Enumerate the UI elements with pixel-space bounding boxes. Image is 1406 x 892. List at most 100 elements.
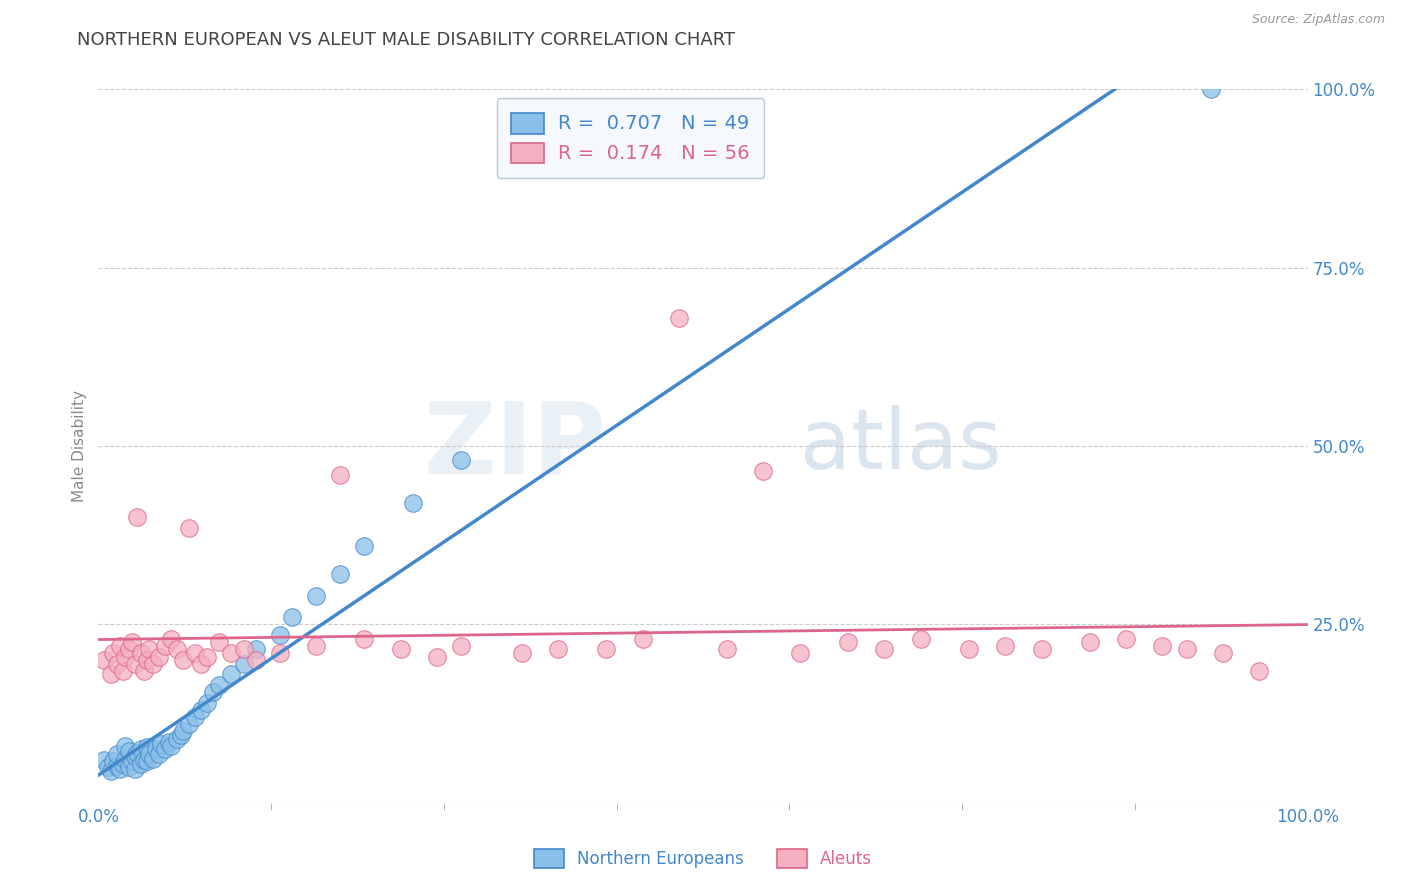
Point (547, 642, 569, 657)
Point (134, 664, 156, 678)
Point (142, 751, 165, 765)
Point (179, 717, 201, 731)
Point (1199, 82, 1222, 96)
Point (121, 635, 143, 649)
Point (135, 653, 157, 667)
Point (135, 755, 157, 769)
Point (221, 667, 243, 681)
Point (910, 632, 932, 646)
Point (450, 639, 472, 653)
Point (1212, 646, 1234, 660)
Point (353, 539, 375, 553)
Point (108, 639, 131, 653)
Point (148, 747, 170, 762)
Point (1031, 642, 1053, 657)
Point (118, 642, 141, 657)
Point (142, 657, 165, 671)
Point (208, 678, 231, 692)
Point (195, 649, 218, 664)
Point (184, 646, 207, 660)
Point (111, 664, 134, 678)
Point (124, 657, 146, 671)
Point (114, 751, 136, 765)
Point (1175, 642, 1198, 657)
Point (873, 642, 896, 657)
Point (138, 642, 160, 657)
Point (138, 747, 160, 762)
Text: ZIP: ZIP (423, 398, 606, 494)
Point (1078, 635, 1101, 649)
Point (195, 696, 218, 710)
Point (668, 310, 690, 325)
Point (118, 760, 141, 774)
Point (150, 737, 173, 751)
Point (114, 649, 136, 664)
Point (179, 521, 201, 535)
Point (108, 762, 131, 776)
Point (127, 746, 149, 760)
Point (157, 735, 180, 749)
Point (160, 632, 183, 646)
Point (281, 610, 304, 624)
Point (166, 731, 188, 746)
Point (135, 740, 157, 755)
Point (129, 742, 152, 756)
Point (245, 653, 267, 667)
Point (329, 467, 352, 482)
Legend: Northern Europeans, Aleuts: Northern Europeans, Aleuts (527, 842, 879, 875)
Point (450, 453, 472, 467)
Point (269, 646, 291, 660)
Point (148, 649, 170, 664)
Point (1249, 664, 1271, 678)
Point (172, 724, 194, 739)
Point (101, 755, 124, 769)
Point (129, 646, 152, 660)
Point (329, 567, 352, 582)
Point (389, 642, 412, 657)
Point (245, 642, 267, 657)
Point (93, 753, 115, 767)
Point (160, 739, 183, 753)
Point (1152, 639, 1174, 653)
Point (595, 642, 617, 657)
Point (1115, 632, 1137, 646)
Point (100, 764, 122, 778)
Point (114, 739, 136, 753)
Point (221, 646, 243, 660)
Point (190, 657, 212, 671)
Point (752, 464, 775, 478)
Point (97, 760, 120, 774)
Point (184, 710, 207, 724)
Point (100, 667, 122, 681)
Point (232, 657, 254, 671)
Point (111, 756, 134, 771)
Point (269, 628, 291, 642)
Point (127, 510, 149, 524)
Point (789, 646, 811, 660)
Point (510, 646, 533, 660)
Point (426, 649, 449, 664)
Y-axis label: Male Disability: Male Disability (72, 390, 87, 502)
Point (166, 642, 188, 657)
Point (93, 653, 115, 667)
Point (190, 703, 212, 717)
Point (101, 646, 124, 660)
Point (169, 728, 191, 742)
Point (202, 685, 225, 699)
Point (145, 742, 167, 756)
Point (153, 639, 176, 653)
Point (305, 639, 328, 653)
Point (121, 755, 143, 769)
Point (716, 642, 738, 657)
Point (631, 632, 654, 646)
Legend: R =  0.707   N = 49, R =  0.174   N = 56: R = 0.707 N = 49, R = 0.174 N = 56 (496, 98, 763, 178)
Point (134, 753, 156, 767)
Text: Source: ZipAtlas.com: Source: ZipAtlas.com (1251, 13, 1385, 27)
Text: NORTHERN EUROPEAN VS ALEUT MALE DISABILITY CORRELATION CHART: NORTHERN EUROPEAN VS ALEUT MALE DISABILI… (77, 31, 735, 49)
Point (105, 657, 128, 671)
Point (208, 635, 231, 649)
Point (172, 653, 194, 667)
Point (957, 642, 980, 657)
Point (153, 742, 176, 756)
Point (353, 632, 375, 646)
